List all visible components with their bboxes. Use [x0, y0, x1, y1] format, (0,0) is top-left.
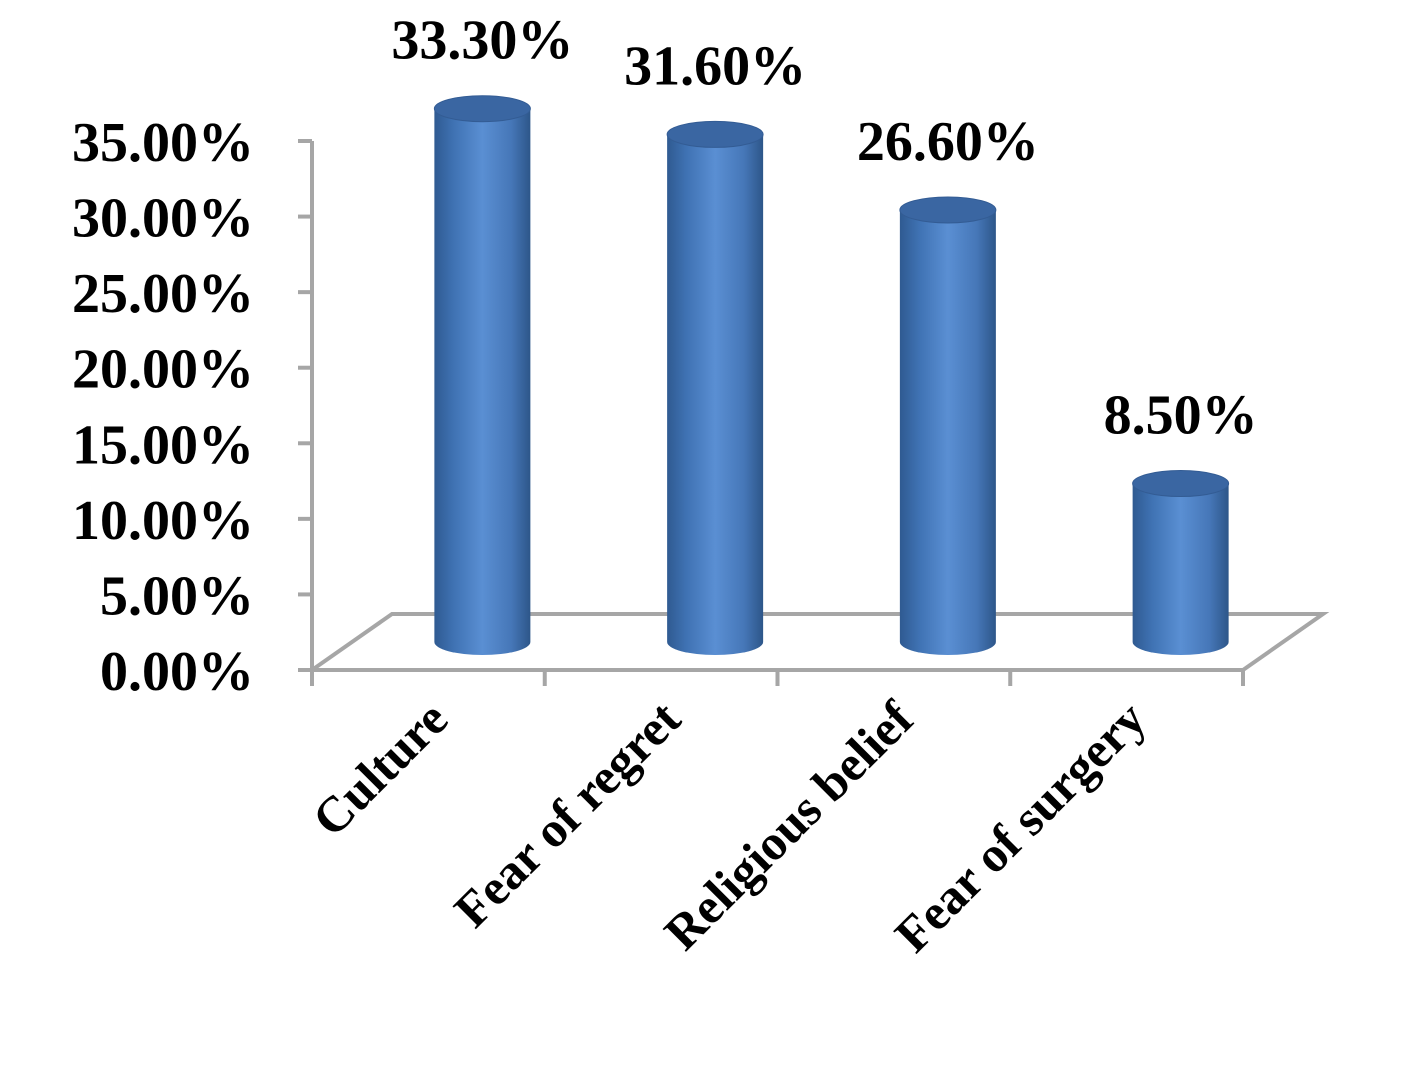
y-tick-label: 30.00% [72, 188, 254, 250]
bar [899, 196, 997, 655]
bars [433, 95, 1230, 656]
y-tick-label: 5.00% [100, 565, 254, 627]
data-labels: 33.30% 31.60% 26.60% 8.50% [391, 10, 1257, 447]
bar [433, 95, 531, 656]
y-tick-label: 20.00% [72, 339, 254, 401]
floor-plane [305, 612, 1330, 672]
data-label: 33.30% [391, 10, 573, 72]
bar-body [1132, 483, 1229, 655]
bar-body [899, 209, 996, 655]
y-tick-label: 10.00% [72, 490, 254, 552]
category-label: Culture [301, 690, 458, 847]
bar [666, 120, 764, 656]
y-tick-label: 25.00% [72, 263, 254, 325]
axes [298, 139, 1330, 686]
category-label: Religious belief [653, 689, 924, 960]
bar-top [899, 196, 997, 224]
bar-top [666, 120, 764, 148]
bar-body [667, 134, 764, 656]
category-label: Fear of regret [443, 690, 691, 938]
data-label: 31.60% [624, 35, 806, 97]
category-label: Fear of surgery [884, 690, 1157, 963]
y-axis-tick-labels: 0.00% 5.00% 10.00% 15.00% 20.00% 25.00% 30.00%… [72, 112, 254, 703]
bar-top [1132, 470, 1230, 498]
y-tick-label: 0.00% [100, 641, 254, 703]
data-label: 8.50% [1104, 385, 1258, 447]
y-tick-label: 15.00% [72, 414, 254, 476]
bar-body [434, 108, 531, 656]
y-tick-label: 35.00% [72, 112, 254, 174]
bar [1132, 470, 1230, 655]
data-label: 26.60% [857, 111, 1039, 173]
bar-top [433, 95, 531, 123]
